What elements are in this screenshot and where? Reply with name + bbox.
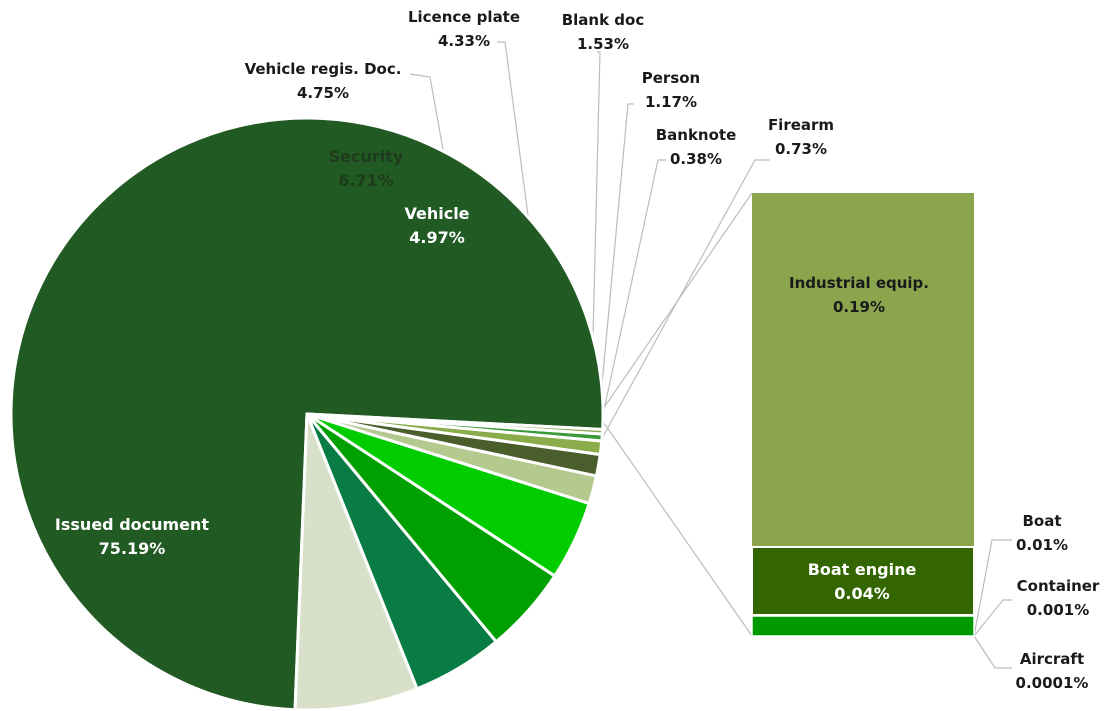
label-boat-engine-value: 0.04%	[834, 584, 890, 603]
label-boat-engine: Boat engine 0.04%	[808, 560, 917, 603]
label-boat: Boat 0.01%	[1016, 512, 1068, 554]
label-person: Person 1.17%	[642, 69, 700, 111]
label-firearm-value: 0.73%	[775, 140, 827, 158]
label-issued-document-name: Issued document	[55, 515, 210, 534]
bar-segment-industrial-equip	[752, 193, 974, 547]
pie	[9, 116, 605, 711]
leader-line-boat	[973, 539, 1012, 637]
label-banknote: Banknote 0.38%	[656, 126, 737, 168]
label-blank-doc-value: 1.53%	[577, 35, 629, 53]
label-boat-value: 0.01%	[1016, 536, 1068, 554]
breakdown-bar	[751, 193, 975, 637]
label-boat-name: Boat	[1022, 512, 1061, 530]
leader-line-person	[593, 103, 634, 465]
label-vehicle-value: 4.97%	[409, 228, 465, 247]
leader-line-banknote	[597, 159, 666, 438]
bar-segment-boat-engine	[751, 546, 975, 616]
label-vehicle-regis-doc-name: Vehicle regis. Doc.	[245, 60, 402, 78]
label-vehicle: Vehicle 4.97%	[404, 204, 469, 247]
label-container-value: 0.001%	[1027, 601, 1089, 619]
label-aircraft-name: Aircraft	[1020, 650, 1084, 668]
pie-slice-security	[293, 412, 419, 711]
label-industrial-equip-name: Industrial equip.	[789, 274, 929, 292]
label-issued-document: Issued document 75.19%	[55, 515, 210, 558]
label-container: Container 0.001%	[1017, 577, 1100, 619]
label-licence-plate: Licence plate 4.33%	[408, 8, 520, 50]
label-blank-doc: Blank doc 1.53%	[562, 11, 645, 53]
leader-line-container	[973, 599, 1012, 637]
label-person-name: Person	[642, 69, 700, 87]
label-person-value: 1.17%	[645, 93, 697, 111]
connector-line-bottom	[602, 420, 753, 637]
label-vehicle-name: Vehicle	[404, 204, 469, 223]
label-boat-engine-name: Boat engine	[808, 560, 917, 579]
leader-line-aircraft	[973, 635, 1012, 669]
label-container-name: Container	[1017, 577, 1100, 595]
label-security: Security 6.71%	[329, 147, 404, 190]
label-firearm-name: Firearm	[768, 116, 834, 134]
label-firearm: Firearm 0.73%	[768, 116, 834, 158]
label-industrial-equip: Industrial equip. 0.19%	[789, 274, 929, 316]
leader-line-firearm	[596, 159, 770, 448]
leader-lines	[409, 41, 1012, 669]
pie-slice-other	[305, 412, 605, 436]
label-banknote-name: Banknote	[656, 126, 737, 144]
label-banknote-value: 0.38%	[670, 150, 722, 168]
label-industrial-equip-value: 0.19%	[833, 298, 885, 316]
label-vehicle-regis-doc: Vehicle regis. Doc. 4.75%	[245, 60, 402, 102]
label-aircraft: Aircraft 0.0001%	[1016, 650, 1089, 692]
label-licence-plate-name: Licence plate	[408, 8, 520, 26]
label-security-value: 6.71%	[338, 171, 394, 190]
label-issued-document-value: 75.19%	[99, 539, 166, 558]
bar-segment-small-items	[751, 615, 975, 637]
label-aircraft-value: 0.0001%	[1016, 674, 1089, 692]
label-licence-plate-value: 4.33%	[438, 32, 490, 50]
label-security-name: Security	[329, 147, 404, 166]
label-vehicle-regis-doc-value: 4.75%	[297, 84, 349, 102]
labels: Issued document 75.19% Security 6.71% Vehicl…	[55, 8, 1100, 692]
label-blank-doc-name: Blank doc	[562, 11, 645, 29]
